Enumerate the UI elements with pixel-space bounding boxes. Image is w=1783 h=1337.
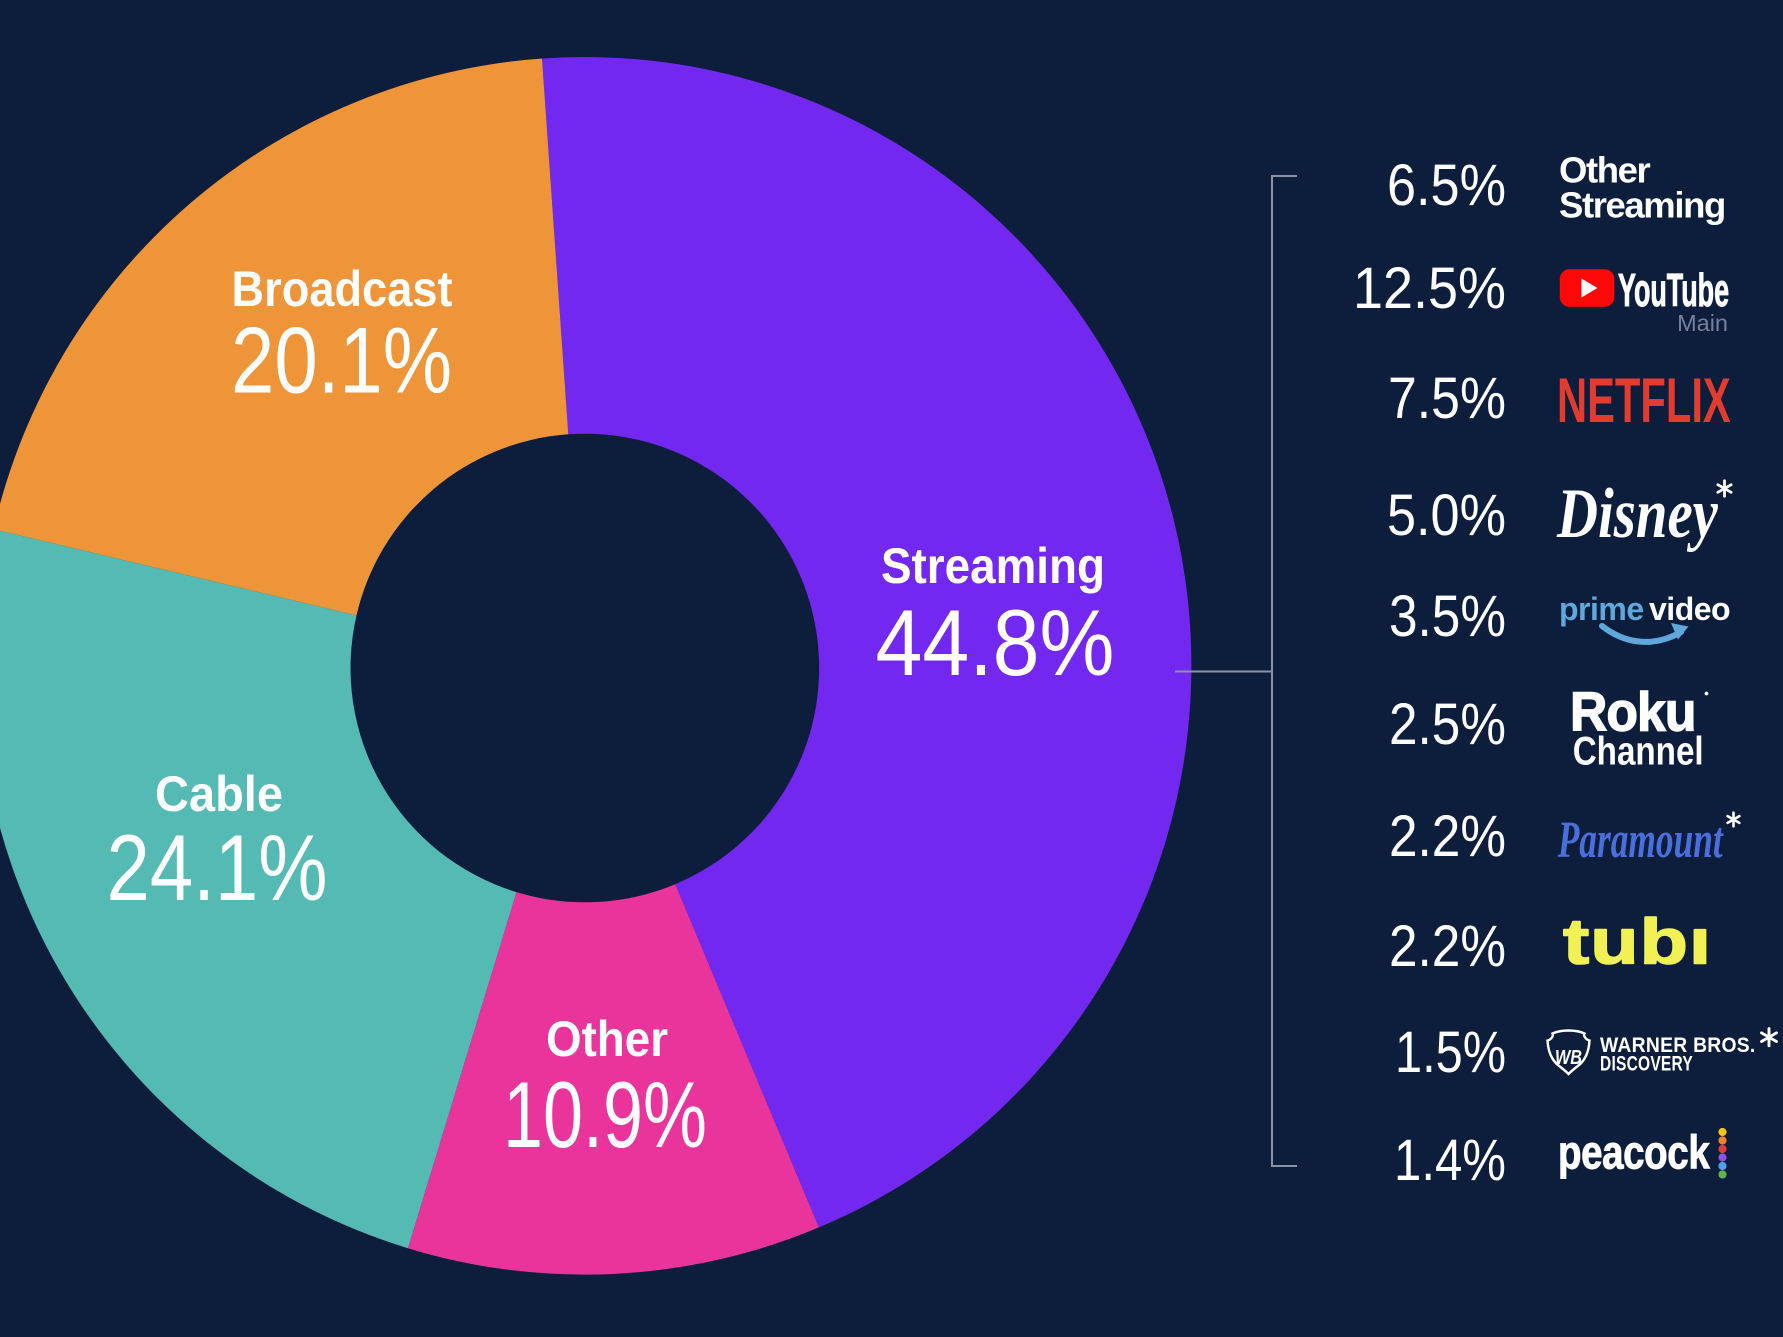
svg-text:Paramount: Paramount [1557,810,1724,868]
svg-text:WB: WB [1555,1047,1582,1069]
svg-text:YouTube: YouTube [1618,264,1729,315]
svg-text:20.1%: 20.1% [231,308,452,413]
svg-text:1.4%: 1.4% [1394,1128,1506,1193]
svg-text:Channel: Channel [1573,729,1704,774]
svg-text:2.2%: 2.2% [1389,914,1506,979]
svg-text:Main: Main [1677,310,1728,336]
svg-text:Other: Other [1559,149,1651,190]
svg-text:Broadcast: Broadcast [232,261,453,317]
svg-text:Streaming: Streaming [881,538,1105,594]
svg-text:Streaming: Streaming [1559,185,1725,226]
svg-text:2.2%: 2.2% [1389,804,1506,869]
svg-text:DISCOVERY: DISCOVERY [1600,1051,1693,1075]
svg-text:Other: Other [546,1011,668,1067]
svg-text:video: video [1649,591,1730,627]
svg-text:Roku: Roku [1570,682,1695,743]
svg-text:1.5%: 1.5% [1395,1020,1506,1085]
svg-text:Disney: Disney [1556,474,1718,552]
svg-text:6.5%: 6.5% [1387,153,1506,218]
svg-text:tubı: tubı [1563,906,1712,977]
svg-text:2.5%: 2.5% [1389,692,1506,757]
svg-text:12.5%: 12.5% [1353,256,1506,321]
svg-text:NETFLIX: NETFLIX [1557,367,1731,437]
svg-text:10.9%: 10.9% [503,1062,707,1167]
svg-text:WARNER BROS.: WARNER BROS. [1600,1034,1756,1057]
svg-text:7.5%: 7.5% [1388,366,1506,431]
svg-text:24.1%: 24.1% [107,815,328,920]
svg-text:3.5%: 3.5% [1389,584,1506,649]
svg-text:peacock: peacock [1558,1127,1710,1179]
svg-text:prime: prime [1559,591,1644,627]
svg-text:44.8%: 44.8% [876,590,1115,695]
svg-text:5.0%: 5.0% [1387,483,1506,548]
svg-text:Cable: Cable [155,766,283,822]
